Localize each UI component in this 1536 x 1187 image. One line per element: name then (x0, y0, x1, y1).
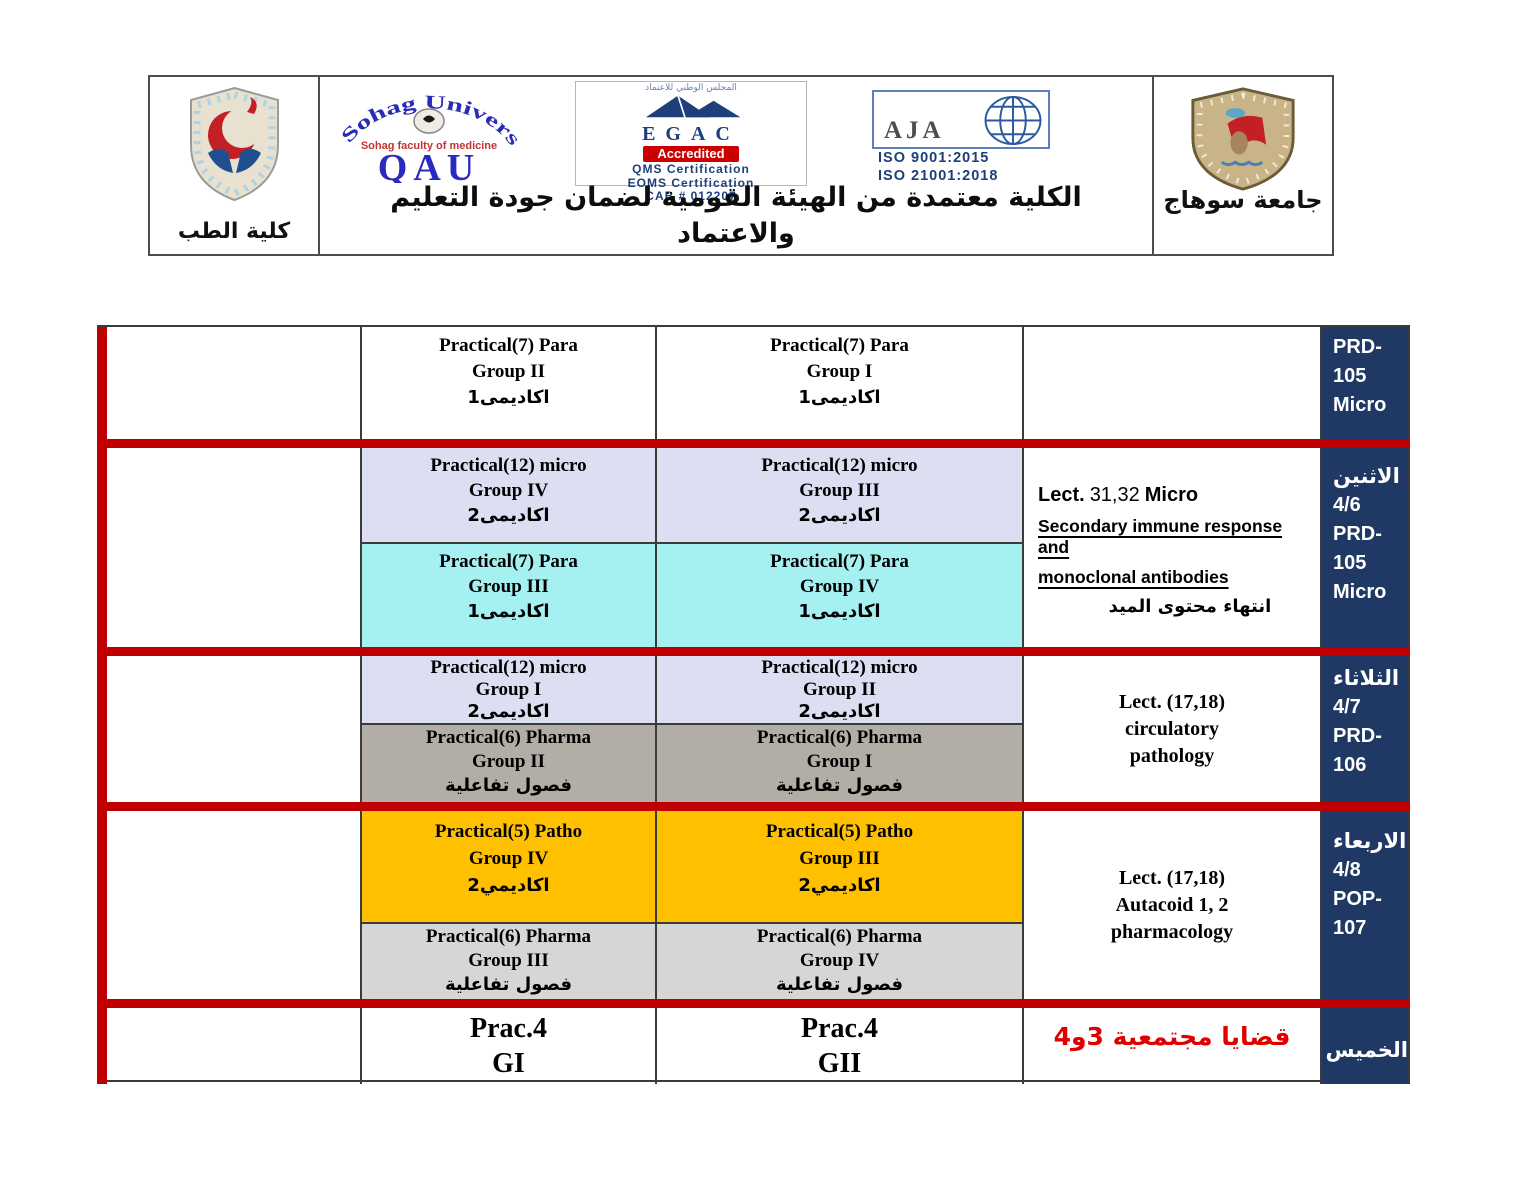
day-room-label: الاربعاء 4/8 POP- 107 (1333, 829, 1407, 939)
red-divider (97, 647, 1410, 656)
day-room-label: الاثنين 4/6 PRD- 105 Micro (1333, 464, 1400, 603)
header-middle-cell: Sohag University Sohag faculty of medici… (320, 77, 1154, 254)
lecture-note: انتهاء محتوى الميد (1108, 596, 1272, 617)
day-room-column (1320, 327, 1410, 1084)
day-label: الخميس (1325, 1038, 1408, 1062)
university-logo-cell: جامعة سوهاج (1154, 77, 1332, 254)
lecture-cell: Lect. (17,18) circulatory pathology (1022, 656, 1320, 802)
lecture-title: Lect. 31,32 Micro (1038, 484, 1199, 506)
lecture-cell: Lect. 31,32 Micro Secondary immune respons… (1022, 448, 1320, 647)
session-cell: Practical(12) micro Group I اكاديمى2 (360, 656, 655, 723)
egac-accredited-badge: Accredited (643, 146, 739, 162)
egac-cert-line: EOMS Certification (627, 175, 755, 190)
community-issues-note: قضايا مجتمعية 3و4 (1053, 1022, 1291, 1051)
university-caption: جامعة سوهاج (1163, 186, 1323, 214)
accreditation-line-2: والاعتماد (677, 218, 795, 249)
session-cell: Practical(7) Para Group I اكاديمى1 (655, 327, 1022, 439)
session-mode: اكاديمى1 (467, 387, 550, 408)
red-divider (97, 802, 1410, 811)
egac-arabic-arc-text: المجلس الوطني للاعتماد (645, 83, 737, 93)
session-cell: Prac.4 GI (360, 1008, 655, 1084)
session-cell: Practical(5) Patho Group III اكاديمي2 (655, 811, 1022, 922)
empty-lecture-cell (1022, 327, 1320, 439)
session-group: Group I (806, 361, 873, 382)
red-divider (97, 999, 1410, 1008)
lecture-topic-line: monoclonal antibodies (1038, 567, 1229, 587)
room-label: PRD- 105 Micro (1333, 336, 1387, 416)
accreditation-line-1: الكلية معتمدة من الهيئة القومية لضمان جو… (390, 182, 1082, 213)
qau-logo: Sohag University Sohag faculty of medici… (332, 83, 524, 183)
lecture-topic-line: Secondary immune response and (1038, 516, 1283, 557)
iso-certification-line: ISO 21001:2018 (878, 168, 999, 184)
session-cell: Practical(6) Pharma Group I فصول تفاعلية (655, 723, 1022, 802)
lecture-cell: قضايا مجتمعية 3و4 (1022, 1008, 1320, 1084)
session-cell: Practical(5) Patho Group IV اكاديمي2 (360, 811, 655, 922)
session-cell: Practical(6) Pharma Group II فصول تفاعلي… (360, 723, 655, 802)
session-cell: Practical(7) Para Group II اكاديمى1 (360, 327, 655, 439)
egac-acronym: EGAC (642, 123, 740, 145)
globe-icon (984, 95, 1042, 146)
lecture-cell: Lect. (17,18) Autacoid 1, 2 pharmacology (1022, 811, 1320, 999)
aja-logo: AJA ISO 9001:2015 ISO 21001:2018 (872, 90, 1052, 185)
timetable: Practical(7) Para Group II اكاديمى1 Prac… (97, 325, 1410, 1084)
session-cell: Practical(12) micro Group III اكاديمى2 (655, 448, 1022, 542)
aja-box: AJA (872, 90, 1050, 149)
qau-acronym: QAU (378, 147, 480, 183)
egac-cert-line: CAB # 012207 (645, 189, 737, 203)
session-cell: Practical(6) Pharma Group IV فصول تفاعلي… (655, 922, 1022, 999)
faculty-logo-cell: كلية الطب (150, 77, 320, 254)
header-band: كلية الطب Sohag University Sohag faculty… (148, 75, 1334, 256)
iso-certification-line: ISO 9001:2015 (878, 150, 990, 166)
pyramids-icon (645, 95, 741, 118)
session-title: Practical(7) Para (770, 335, 909, 356)
session-cell: Prac.4 GII (655, 1008, 1022, 1084)
egac-cert-line: QMS Certification (632, 162, 750, 176)
session-title: Practical(7) Para (439, 335, 578, 356)
session-cell: Practical(6) Pharma Group III فصول تفاعل… (360, 922, 655, 999)
session-mode: اكاديمى1 (798, 387, 881, 408)
accreditation-statement: الكلية معتمدة من الهيئة القومية لضمان جو… (320, 180, 1152, 252)
red-divider (97, 439, 1410, 448)
red-left-border (97, 327, 107, 1084)
session-cell: Practical(12) micro Group II اكاديمى2 (655, 656, 1022, 723)
session-cell: Practical(7) Para Group IV اكاديمى1 (655, 542, 1022, 647)
aja-acronym: AJA (884, 117, 945, 144)
egac-logo: المجلس الوطني للاعتماد EGAC Accredited Q… (575, 81, 807, 203)
faculty-of-medicine-emblem-icon (189, 86, 279, 202)
day-room-label: الثلاثاء 4/7 PRD- 106 (1333, 666, 1400, 776)
qau-subtitle: Sohag faculty of medicine (361, 140, 497, 152)
faculty-caption: كلية الطب (177, 219, 291, 244)
sohag-university-emblem-icon (1191, 87, 1295, 191)
session-cell: Practical(12) micro Group IV اكاديمى2 (360, 448, 655, 542)
session-group: Group II (471, 361, 546, 382)
session-cell: Practical(7) Para Group III اكاديمى1 (360, 542, 655, 647)
